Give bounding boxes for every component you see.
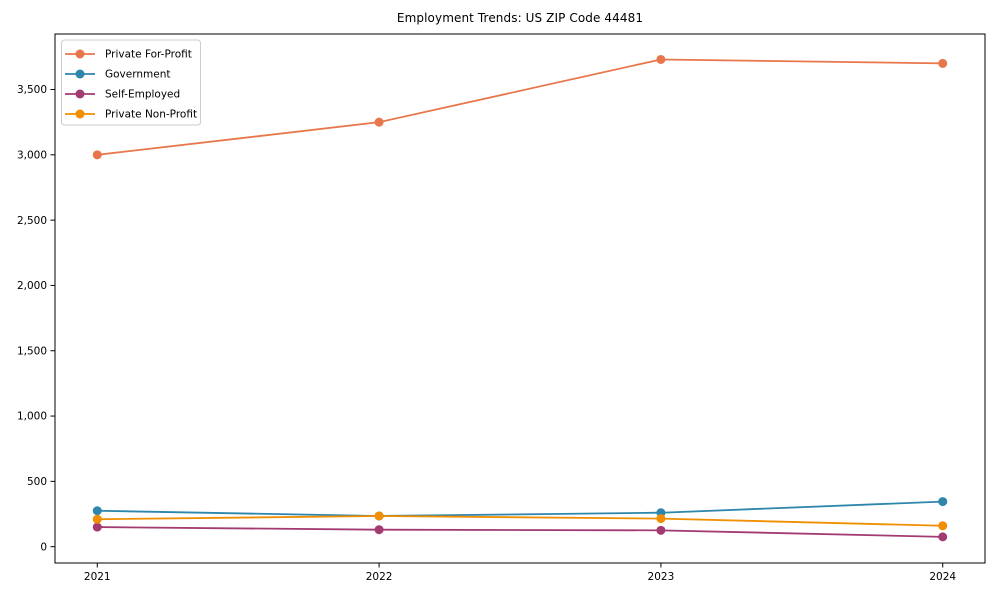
data-point [374, 511, 384, 521]
y-tick-label: 1,500 [17, 345, 47, 357]
y-tick-label: 3,500 [17, 84, 47, 96]
legend-label: Government [105, 69, 170, 81]
legend-entry-private-for-profit: Private For-Profit [65, 49, 192, 61]
x-tick-label: 2021 [84, 571, 111, 583]
legend-entry-government: Government [65, 69, 170, 81]
legend-marker [75, 49, 85, 59]
y-tick-label: 2,500 [17, 215, 47, 227]
data-point [92, 522, 102, 532]
data-point [374, 117, 384, 127]
y-tick-label: 500 [27, 476, 47, 488]
data-point [938, 58, 948, 68]
chart-title: Employment Trends: US ZIP Code 44481 [396, 11, 644, 25]
series-private-non-profit [92, 511, 948, 531]
legend: Private For-Profit Government Self-Employe… [61, 39, 201, 126]
data-point [92, 514, 102, 524]
y-tick-label: 2,000 [17, 280, 47, 292]
x-tick-label: 2024 [929, 571, 956, 583]
data-point [938, 497, 948, 507]
legend-label: Private Non-Profit [105, 109, 197, 121]
legend-label: Self-Employed [105, 89, 180, 101]
data-point [656, 514, 666, 524]
legend-marker [75, 69, 85, 79]
y-tick-label: 1,000 [17, 411, 47, 423]
series-private-for-profit [92, 54, 948, 160]
legend-marker [75, 109, 85, 119]
x-tick-label: 2023 [648, 571, 675, 583]
series-self-employed [92, 522, 948, 542]
y-tick-label: 0 [40, 541, 47, 553]
y-axis: 0 500 1,000 1,500 2,000 2,500 3,000 3,500 [17, 84, 55, 553]
legend-entry-self-employed: Self-Employed [65, 89, 180, 101]
data-point [938, 532, 948, 542]
data-point [374, 525, 384, 535]
legend-marker [75, 89, 85, 99]
x-tick-label: 2022 [366, 571, 393, 583]
legend-entry-private-non-profit: Private Non-Profit [65, 109, 197, 121]
y-tick-label: 3,000 [17, 149, 47, 161]
axes [54, 33, 986, 564]
legend-label: Private For-Profit [105, 49, 192, 61]
x-axis: 2021 2022 2023 2024 [84, 563, 956, 583]
data-point [92, 506, 102, 516]
data-point [938, 521, 948, 531]
data-point [92, 150, 102, 160]
data-point [656, 54, 666, 64]
data-point [656, 525, 666, 535]
